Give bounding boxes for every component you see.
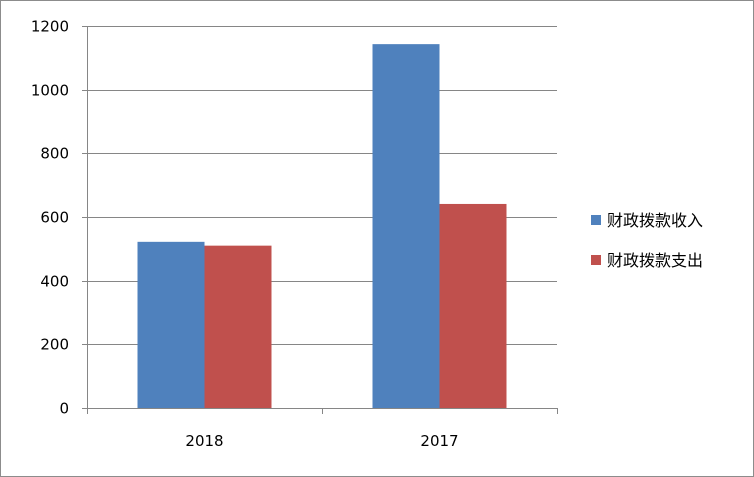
y-tick-label: 800 (40, 145, 69, 163)
axes (82, 26, 558, 414)
legend-label-series-2: 财政拨款支出 (607, 251, 703, 270)
bars (137, 44, 507, 409)
y-tick-label: 400 (40, 273, 69, 291)
y-tick-label: 0 (59, 400, 69, 418)
y-tick-label: 600 (40, 209, 69, 227)
x-tick-label: 2018 (185, 432, 223, 450)
bar-2018-series-2 (204, 245, 272, 408)
legend-swatch-series-1 (591, 215, 601, 225)
legend-swatch-series-2 (591, 255, 601, 265)
y-tick-label: 200 (40, 336, 69, 354)
bar-2017-series-1 (372, 44, 440, 409)
bar-2017-series-2 (439, 203, 507, 408)
y-tick-label: 1000 (31, 82, 69, 100)
y-tick-label: 1200 (31, 18, 69, 36)
bar-2018-series-1 (137, 241, 205, 408)
x-tick-label: 2017 (420, 432, 458, 450)
y-tick-labels: 0 200 400 600 800 1000 1200 (31, 18, 69, 418)
legend-label-series-1: 财政拨款收入 (607, 211, 703, 230)
x-tick-labels: 2018 2017 (185, 432, 458, 450)
